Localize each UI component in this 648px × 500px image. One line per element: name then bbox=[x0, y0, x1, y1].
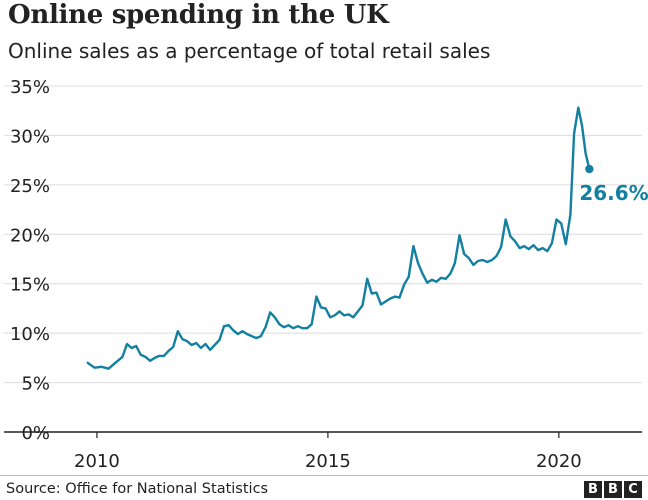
gridlines bbox=[4, 85, 642, 433]
footer-divider bbox=[0, 475, 648, 476]
source-note: Source: Office for National Statistics bbox=[6, 481, 269, 497]
line-chart: 0% 5% 10% 15% 20% 25% 30% 35% 2010 2015 2020 26.6… bbox=[4, 77, 648, 472]
x-tick-label: 2010 bbox=[74, 451, 120, 472]
y-tick-label: 30% bbox=[10, 126, 50, 147]
y-tick-label: 5% bbox=[21, 374, 50, 395]
plot-area: 26.6% bbox=[86, 106, 648, 370]
chart-title: Online spending in the UK bbox=[8, 0, 389, 30]
y-tick-label: 10% bbox=[10, 324, 50, 345]
logo-letter: B bbox=[604, 481, 622, 498]
end-value-label: 26.6% bbox=[579, 181, 648, 205]
end-point-marker bbox=[585, 164, 594, 174]
logo-letter: C bbox=[624, 481, 642, 498]
x-axis-ticks: 2010 2015 2020 bbox=[74, 432, 582, 472]
y-tick-label: 35% bbox=[10, 77, 50, 98]
series-line bbox=[86, 106, 591, 370]
chart-subtitle: Online sales as a percentage of total re… bbox=[8, 39, 491, 63]
x-tick-label: 2020 bbox=[536, 451, 582, 472]
logo-letter: B bbox=[584, 481, 602, 498]
bbc-logo: B B C bbox=[584, 481, 642, 498]
y-axis-ticks: 0% 5% 10% 15% 20% 25% 30% 35% bbox=[10, 77, 50, 444]
y-tick-label: 25% bbox=[10, 176, 50, 197]
y-tick-label: 20% bbox=[10, 225, 50, 246]
y-tick-label: 15% bbox=[10, 275, 50, 296]
y-tick-label: 0% bbox=[21, 423, 50, 444]
x-tick-label: 2015 bbox=[305, 451, 351, 472]
